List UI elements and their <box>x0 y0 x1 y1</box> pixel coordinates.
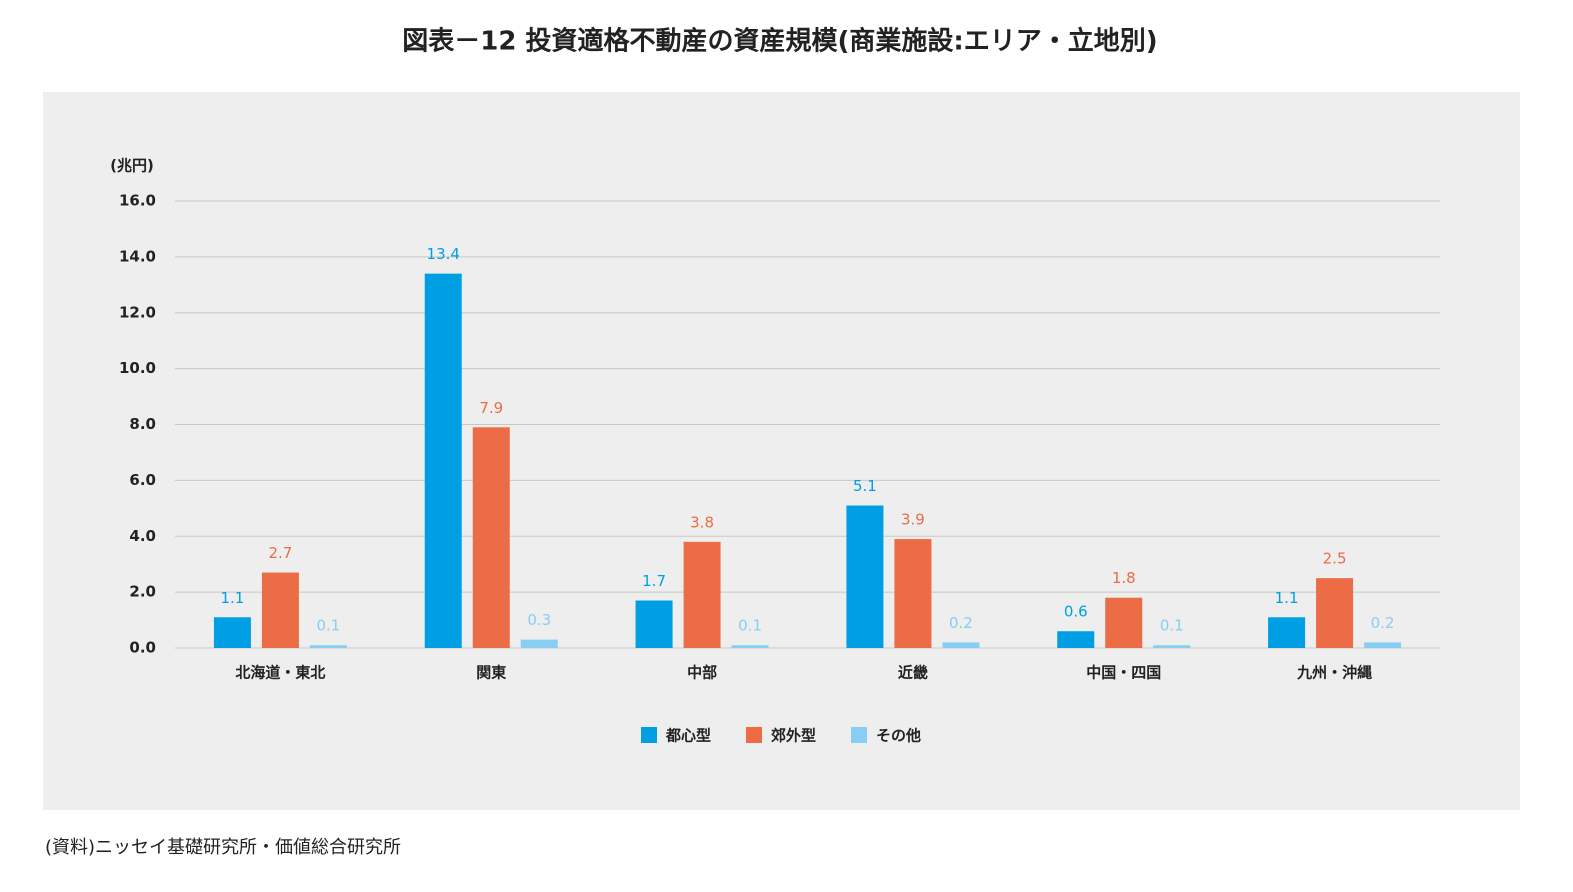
y-tick-label: 4.0 <box>129 527 156 545</box>
value-label: 13.4 <box>427 245 460 263</box>
bar <box>1057 631 1095 648</box>
value-label: 0.3 <box>527 611 551 629</box>
bar <box>846 505 884 648</box>
y-tick-label: 10.0 <box>119 359 156 377</box>
bar <box>894 539 932 648</box>
bar <box>1268 617 1306 648</box>
y-tick-label: 8.0 <box>129 415 156 433</box>
bar <box>520 639 558 648</box>
bar <box>261 572 299 648</box>
x-tick-label: 九州・沖縄 <box>1296 664 1372 682</box>
x-tick-label: 近畿 <box>898 664 928 682</box>
y-tick-label: 0.0 <box>129 639 156 657</box>
value-label: 1.1 <box>220 589 244 607</box>
bar <box>213 617 251 648</box>
value-label: 3.8 <box>690 513 714 531</box>
legend-label: 郊外型 <box>771 727 816 745</box>
y-tick-label: 16.0 <box>119 192 156 210</box>
value-label: 3.9 <box>901 511 925 529</box>
value-label: 7.9 <box>479 399 503 417</box>
x-tick-label: 中部 <box>687 664 717 682</box>
y-tick-label: 14.0 <box>119 247 156 265</box>
x-tick-label: 中国・四国 <box>1086 664 1161 682</box>
value-label: 1.1 <box>1275 589 1299 607</box>
value-label: 0.2 <box>949 614 973 632</box>
legend-swatch <box>746 727 762 743</box>
chart-title: 図表－12 投資適格不動産の資産規模(商業施設:エリア・立地別) <box>402 26 1157 57</box>
bar <box>731 645 769 648</box>
x-tick-label: 北海道・東北 <box>235 664 325 682</box>
bar <box>1153 645 1191 648</box>
bar <box>424 273 462 648</box>
value-label: 0.1 <box>738 617 762 635</box>
legend-swatch <box>641 727 657 743</box>
bar <box>635 600 673 648</box>
y-tick-label: 12.0 <box>119 303 156 321</box>
y-tick-label: 6.0 <box>129 471 156 489</box>
value-label: 5.1 <box>853 477 877 495</box>
value-label: 0.2 <box>1371 614 1395 632</box>
bar <box>942 642 980 648</box>
bar <box>309 645 347 648</box>
x-tick-label: 関東 <box>476 664 506 682</box>
source-note: (資料)ニッセイ基礎研究所・価値総合研究所 <box>45 837 401 858</box>
bar <box>472 427 510 648</box>
value-label: 2.5 <box>1323 550 1347 568</box>
plot-panel <box>43 92 1520 810</box>
bar <box>1105 597 1143 648</box>
legend-label: その他 <box>876 727 921 745</box>
value-label: 2.7 <box>268 544 292 562</box>
bar <box>683 541 721 648</box>
value-label: 0.1 <box>316 617 340 635</box>
legend-swatch <box>851 727 867 743</box>
bar <box>1316 578 1354 648</box>
y-unit: (兆円) <box>110 157 154 175</box>
value-label: 1.8 <box>1112 569 1136 587</box>
legend-label: 都心型 <box>665 727 711 745</box>
value-label: 1.7 <box>642 572 666 590</box>
value-label: 0.1 <box>1160 617 1184 635</box>
y-tick-label: 2.0 <box>129 583 156 601</box>
bar <box>1364 642 1402 648</box>
value-label: 0.6 <box>1064 603 1088 621</box>
